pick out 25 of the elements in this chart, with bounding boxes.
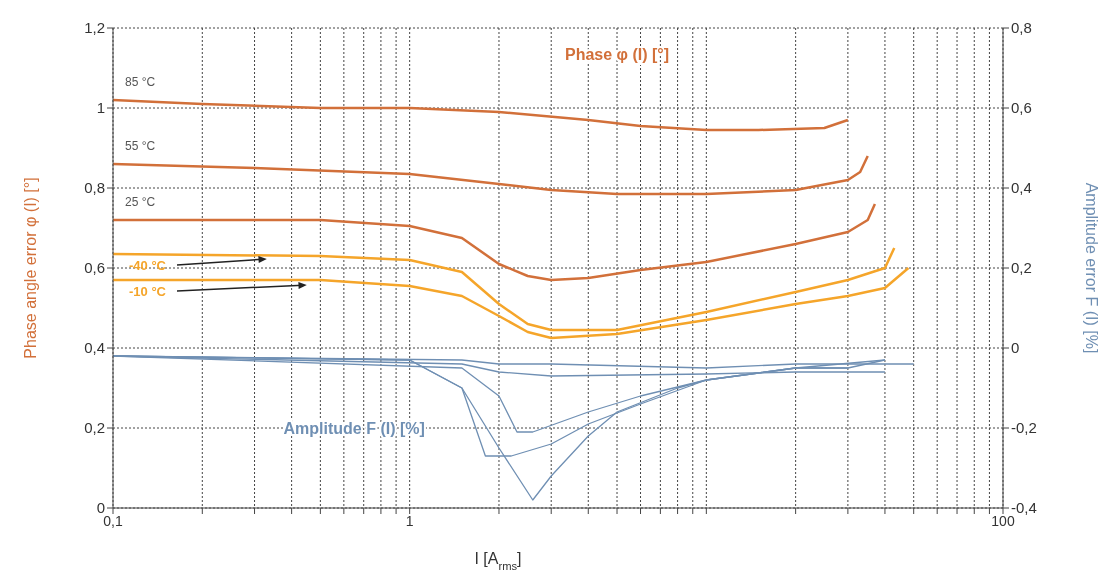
y-tick-label: 0,2: [84, 419, 105, 437]
y-tick-label: 1,2: [84, 19, 105, 37]
y-tick-label: 0: [96, 499, 105, 517]
y-tick-label: 0,4: [84, 339, 105, 357]
y2-tick-label: -0,2: [1011, 419, 1037, 437]
y2-tick-label: 0: [1011, 339, 1020, 357]
y2-tick-label: 0,6: [1011, 99, 1032, 117]
series-label: 85 °C: [125, 75, 156, 89]
series-label: -40 °C: [129, 258, 167, 273]
y-tick-label: 0,6: [84, 259, 105, 277]
y-axis-title: Phase angle error φ (I) [°]: [22, 177, 39, 359]
y2-tick-label: 0,4: [1011, 179, 1032, 197]
annotation: Amplitude F (I) [%]: [283, 420, 425, 437]
series-label: -10 °C: [129, 284, 167, 299]
y2-tick-label: 0,8: [1011, 19, 1032, 37]
series-label: 55 °C: [125, 139, 156, 153]
annotation: Phase φ (I) [°]: [564, 46, 670, 63]
y-tick-label: 0,8: [84, 179, 105, 197]
y2-tick-label: 0,2: [1011, 259, 1032, 277]
x-tick-label: 1: [405, 512, 414, 529]
series-label: 25 °C: [125, 195, 156, 209]
x-tick-label: 0,1: [103, 512, 123, 529]
y-tick-label: 1: [96, 99, 105, 117]
y2-axis-title: Amplitude error F (I) [%]: [1083, 182, 1100, 354]
x-axis-title: I [A$_{rms}$]: [474, 550, 522, 572]
